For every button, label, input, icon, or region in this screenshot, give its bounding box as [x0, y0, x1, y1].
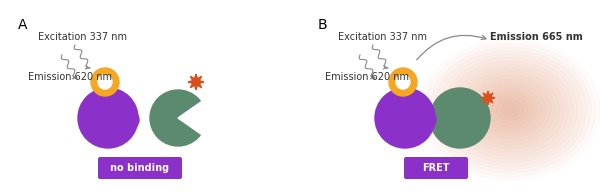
- Circle shape: [91, 68, 119, 96]
- Circle shape: [98, 75, 112, 89]
- Circle shape: [121, 111, 139, 129]
- Text: FRET: FRET: [422, 163, 450, 173]
- Circle shape: [78, 88, 138, 148]
- Text: Excitation 337 nm: Excitation 337 nm: [338, 32, 427, 42]
- Polygon shape: [188, 74, 204, 90]
- FancyBboxPatch shape: [98, 157, 182, 179]
- Text: Emission 665 nm: Emission 665 nm: [490, 32, 583, 42]
- Text: A: A: [18, 18, 28, 32]
- Circle shape: [418, 111, 436, 129]
- Circle shape: [389, 68, 417, 96]
- Circle shape: [375, 88, 435, 148]
- Text: no binding: no binding: [110, 163, 170, 173]
- Text: Excitation 337 nm: Excitation 337 nm: [38, 32, 127, 42]
- Text: Emission 620 nm: Emission 620 nm: [28, 72, 112, 82]
- Wedge shape: [178, 101, 208, 135]
- Circle shape: [430, 88, 490, 148]
- Circle shape: [396, 75, 410, 89]
- Text: B: B: [318, 18, 328, 32]
- Circle shape: [150, 90, 206, 146]
- FancyBboxPatch shape: [404, 157, 468, 179]
- Polygon shape: [481, 91, 495, 105]
- Text: Emission 620 nm: Emission 620 nm: [325, 72, 409, 82]
